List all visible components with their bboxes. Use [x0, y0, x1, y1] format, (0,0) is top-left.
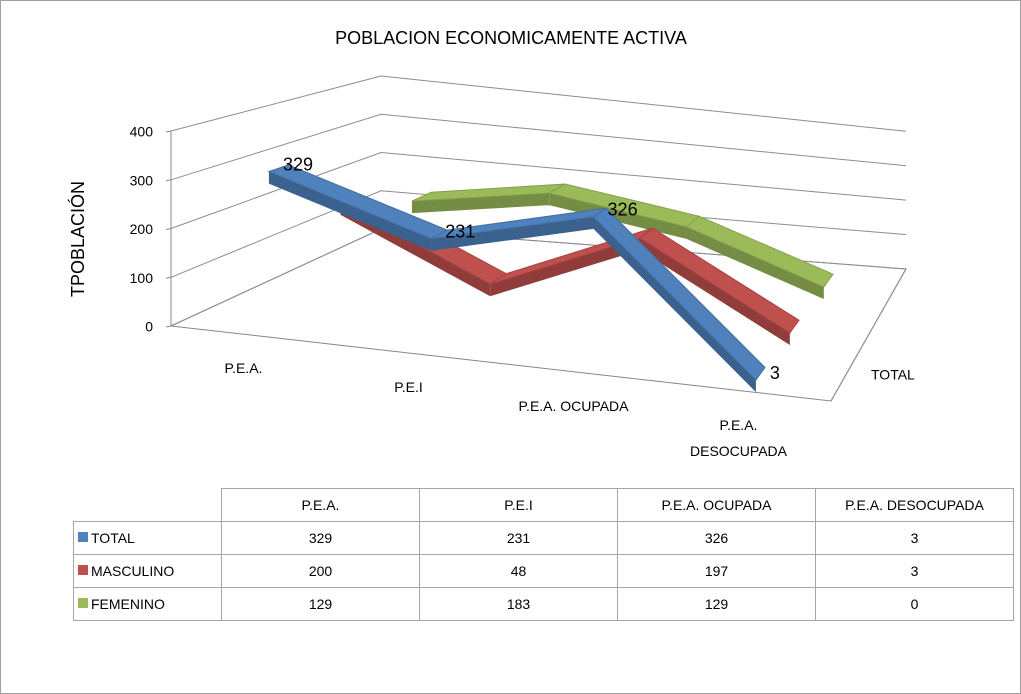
table-row: TOTAL 329 231 326 3 [73, 521, 1014, 555]
y-tick-label: 200 [130, 221, 154, 237]
legend-label: FEMENINO [91, 596, 165, 612]
ribbon-side [431, 216, 594, 251]
ribbon-side [490, 238, 640, 297]
ribbon-side [593, 216, 756, 393]
chart-title: POBLACION ECONOMICAMENTE ACTIVA [335, 28, 687, 48]
value-cell: 231 [419, 521, 618, 555]
y-tick-label: 300 [130, 172, 154, 188]
right-wall-edge [830, 268, 907, 402]
depth-label: TOTAL [871, 367, 915, 383]
series-cell: MASCULINO [73, 554, 222, 588]
header-cell: P.E.A. [221, 488, 420, 522]
data-table: P.E.A. P.E.I P.E.A. OCUPADA P.E.A. DESOCUPA… [73, 488, 1014, 621]
header-cell: P.E.A. OCUPADA [617, 488, 816, 522]
corner-cell [73, 488, 222, 522]
value-cell: 3 [815, 521, 1014, 555]
y-tick-label: 400 [130, 124, 154, 140]
tick-mark [165, 179, 172, 182]
tick-mark [165, 276, 172, 279]
legend-label: TOTAL [91, 530, 135, 546]
legend-key [78, 532, 88, 542]
x-tick-label-box: P.E.I [394, 379, 423, 396]
header-cell: P.E.I [419, 488, 618, 522]
value-cell: 3 [815, 554, 1014, 588]
tick-mark [165, 228, 172, 230]
grid-line [170, 75, 907, 132]
value-cell: 183 [419, 587, 618, 621]
data-label: 329 [283, 154, 313, 174]
grid-line [170, 190, 907, 278]
x-tick-label: P.E.I [394, 379, 423, 396]
y-tick-label: 0 [145, 319, 153, 335]
value-cell: 329 [221, 521, 420, 555]
table-row: FEMENINO 129 183 129 0 [73, 587, 1014, 621]
ribbon-side [640, 238, 790, 345]
tick-mark [165, 130, 172, 133]
x-tick-label-box: P.E.A. DESOCUPADA [690, 416, 787, 459]
x-tick-label: P.E.A. DESOCUPADA [690, 416, 787, 459]
table-row: MASCULINO 200 48 197 3 [73, 554, 1014, 588]
legend-key [78, 598, 88, 608]
value-cell: 197 [617, 554, 816, 588]
ribbon-side [411, 193, 550, 214]
plot: POBLACION ECONOMICAMENTE ACTIVA TPOBLACI… [67, 28, 915, 459]
legend-label: MASCULINO [91, 563, 175, 579]
value-cell: 326 [617, 521, 816, 555]
y-tick-label: 100 [130, 270, 154, 286]
series-cell: TOTAL [73, 521, 222, 555]
series-cell: FEMENINO [73, 587, 222, 621]
legend-key [78, 565, 88, 575]
table-body: P.E.A. P.E.I P.E.A. OCUPADA P.E.A. DESOCUPA… [73, 488, 1014, 621]
ribbon [639, 227, 800, 334]
x-tick-label-box: P.E.A. [224, 360, 263, 377]
header-cell: P.E.A. DESOCUPADA [815, 488, 1014, 522]
ribbon-side [549, 193, 687, 239]
y-axis-label: TPOBLACIÓN [67, 181, 88, 297]
data-label: 326 [608, 200, 638, 220]
data-label: 231 [445, 222, 475, 242]
value-cell: 129 [617, 587, 816, 621]
table-header-row: P.E.A. P.E.I P.E.A. OCUPADA P.E.A. DESOCUPA… [73, 488, 1014, 522]
ribbon [592, 207, 766, 381]
value-cell: 0 [815, 587, 1014, 621]
x-tick-label-box: P.E.A. OCUPADA [518, 397, 629, 414]
data-label: 3 [770, 363, 780, 383]
x-tick-label: P.E.A. [224, 360, 263, 377]
grid-line [170, 113, 907, 181]
tick-mark [165, 325, 172, 328]
x-tick-label: P.E.A. OCUPADA [518, 397, 629, 414]
ribbon-side [686, 226, 824, 299]
value-cell: 129 [221, 587, 420, 621]
grid-line [170, 151, 907, 229]
value-cell: 200 [221, 554, 420, 588]
value-cell: 48 [419, 554, 618, 588]
ribbon [685, 215, 834, 288]
ribbon-side [268, 171, 432, 251]
